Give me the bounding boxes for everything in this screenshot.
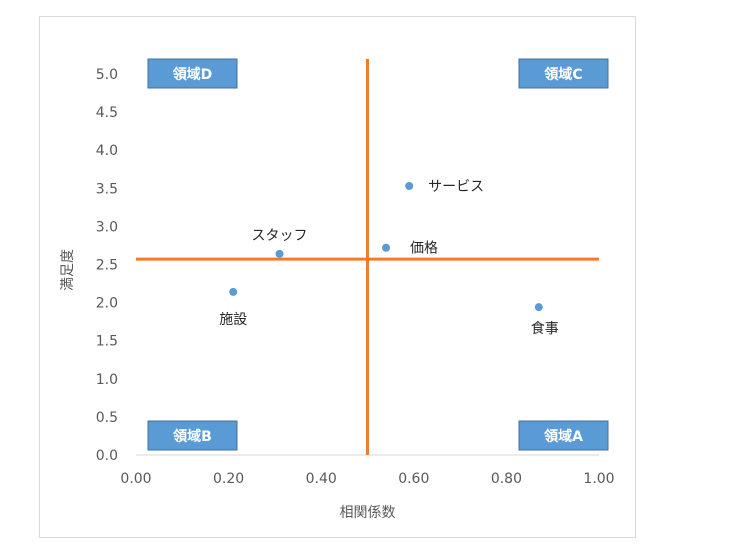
x-tick-label: 0.00 — [120, 471, 151, 487]
data-points — [229, 182, 543, 312]
y-tick-label: 1.0 — [96, 372, 118, 388]
data-point — [382, 243, 391, 252]
data-point — [275, 249, 284, 258]
y-axis-title: 満足度 — [60, 249, 76, 291]
quadrant-text: 領域C — [544, 66, 582, 83]
quadrant-labels: 領域D 領域C 領域B 領域A — [147, 58, 609, 451]
point-label: スタッフ — [252, 228, 308, 244]
reference-lines — [136, 59, 599, 455]
point-label: 食事 — [531, 320, 559, 337]
point-label: サービス — [428, 179, 484, 195]
quadrant-box — [518, 420, 609, 451]
y-tick-label: 0.5 — [96, 410, 118, 426]
quadrant-text: 領域B — [173, 428, 212, 445]
x-axis-title: 相関係数 — [340, 505, 396, 521]
chart-frame — [39, 16, 636, 538]
point-label: 価格 — [410, 241, 438, 257]
y-tick-label: 2.5 — [96, 258, 118, 274]
y-tick-label: 3.5 — [96, 181, 118, 197]
x-tick-label: 0.20 — [213, 471, 244, 487]
y-tick-label: 1.5 — [96, 334, 118, 350]
x-tick-label: 0.80 — [491, 471, 522, 487]
data-point — [229, 287, 238, 296]
point-label: 施設 — [219, 312, 247, 328]
y-tick-label: 0.0 — [96, 448, 118, 464]
x-tick-label: 1.00 — [583, 471, 614, 487]
quadrant-text: 領域A — [544, 428, 583, 445]
y-tick-label: 3.0 — [96, 219, 118, 235]
y-tick-label: 5.0 — [96, 67, 118, 83]
data-point — [405, 182, 414, 191]
x-tick-label: 0.60 — [398, 471, 429, 487]
quadrant-box — [147, 420, 238, 451]
quadrant-label: 領域A — [518, 420, 609, 451]
x-tick-labels: 0.00 0.20 0.40 0.60 0.80 1.00 — [120, 471, 614, 487]
y-tick-label: 4.0 — [96, 143, 118, 159]
quadrant-label: 領域C — [518, 58, 609, 89]
data-point — [534, 303, 543, 312]
y-tick-labels: 0.0 0.5 1.0 1.5 2.0 2.5 3.0 3.5 4.0 4.5 5.0 — [96, 67, 118, 464]
quadrant-box — [518, 58, 609, 89]
y-tick-label: 2.0 — [96, 296, 118, 312]
quadrant-label: 領域D — [147, 58, 238, 89]
quadrant-label: 領域B — [147, 420, 238, 451]
quadrant-box — [147, 58, 238, 89]
quadrant-text: 領域D — [173, 66, 213, 83]
y-tick-label: 4.5 — [96, 105, 118, 121]
x-tick-label: 0.40 — [306, 471, 337, 487]
